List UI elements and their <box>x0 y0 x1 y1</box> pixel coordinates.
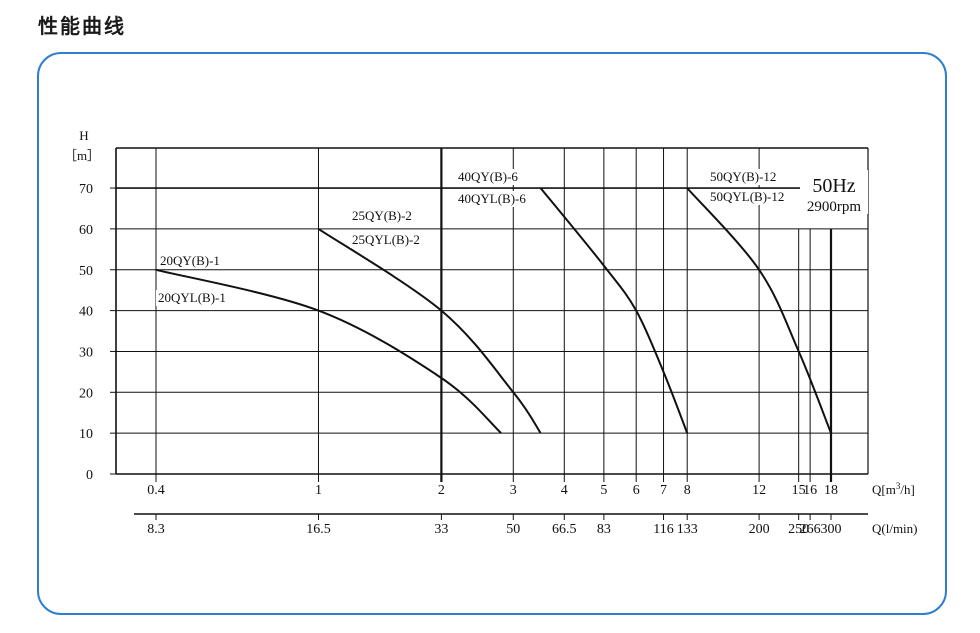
series-label-bg <box>456 191 534 207</box>
series-label-bg <box>158 253 229 269</box>
series-label-bg <box>156 290 234 306</box>
x-tick-label: 4 <box>561 483 568 498</box>
chart-curves <box>155 187 832 434</box>
x-tick-label: 2 <box>438 483 445 498</box>
y-axis-label-unit: ［m］ <box>64 148 100 163</box>
x-tick-label: 3 <box>510 483 517 498</box>
x-tick-label: 1 <box>315 483 322 498</box>
series-label: 20QYL(B)-1 <box>158 290 226 305</box>
secondary-tick-label: 8.3 <box>147 522 165 537</box>
series-label-bg <box>708 189 794 205</box>
secondary-tick-label: 200 <box>749 522 770 537</box>
secondary-tick-label: 300 <box>821 522 842 537</box>
series-label: 40QY(B)-6 <box>458 169 518 184</box>
secondary-tick-label: 83 <box>597 522 611 537</box>
x-tick-label: 6 <box>633 483 640 498</box>
x-tick-label: 16 <box>803 483 817 498</box>
secondary-tick-label: 50 <box>506 522 520 537</box>
x-tick-label: 8 <box>684 483 691 498</box>
series-label: 25QY(B)-2 <box>352 208 412 223</box>
y-tick-label: 50 <box>79 264 93 279</box>
series-label: 20QY(B)-1 <box>160 253 220 268</box>
chart-frame <box>37 52 947 615</box>
y-tick-label: 0 <box>86 468 93 483</box>
series-label: 50QY(B)-12 <box>710 169 776 184</box>
secondary-tick-label: 33 <box>434 522 448 537</box>
y-tick-label: 20 <box>79 386 93 401</box>
x-tick-label: 18 <box>824 483 838 498</box>
y-tick-label: 70 <box>79 182 93 197</box>
page-title: 性能曲线 <box>38 14 126 38</box>
series-label-bg <box>456 169 527 185</box>
secondary-tick-label: 266 <box>800 522 821 537</box>
x-tick-label: 7 <box>660 483 667 498</box>
series-label: 25QYL(B)-2 <box>352 232 420 247</box>
secondary-tick-label: 66.5 <box>552 522 577 537</box>
y-tick-label: 10 <box>79 427 93 442</box>
secondary-tick-label: 16.5 <box>306 522 331 537</box>
annotation-speed: 2900rpm <box>807 199 861 215</box>
series-label-bg <box>350 232 428 248</box>
x-axis-primary-unit-label: Q[m3/h] <box>872 481 915 497</box>
series-line <box>539 187 689 434</box>
series-label-bg <box>708 169 786 185</box>
series-line <box>317 228 542 434</box>
x-tick-label: 15 <box>792 483 806 498</box>
series-label: 40QYL(B)-6 <box>458 191 526 206</box>
x-tick-label: 0.4 <box>147 483 165 498</box>
chart-grid <box>110 147 869 520</box>
x-tick-label: 12 <box>752 483 766 498</box>
annotation-box <box>800 170 868 214</box>
x-axis-secondary-unit-label: Q(l/min) <box>872 521 918 536</box>
secondary-tick-label: 133 <box>677 522 698 537</box>
series-line <box>155 268 502 434</box>
series-label-bg <box>350 208 421 224</box>
secondary-tick-label: 116 <box>653 522 673 537</box>
annotation-frequency: 50Hz <box>812 175 855 197</box>
series-label: 50QYL(B)-12 <box>710 189 784 204</box>
y-axis-label-top: H <box>79 128 88 143</box>
y-tick-label: 40 <box>79 305 93 320</box>
y-tick-label: 30 <box>79 345 93 360</box>
y-tick-label: 60 <box>79 223 93 238</box>
secondary-tick-label: 250 <box>788 522 809 537</box>
series-line <box>686 187 832 434</box>
x-tick-label: 5 <box>600 483 607 498</box>
